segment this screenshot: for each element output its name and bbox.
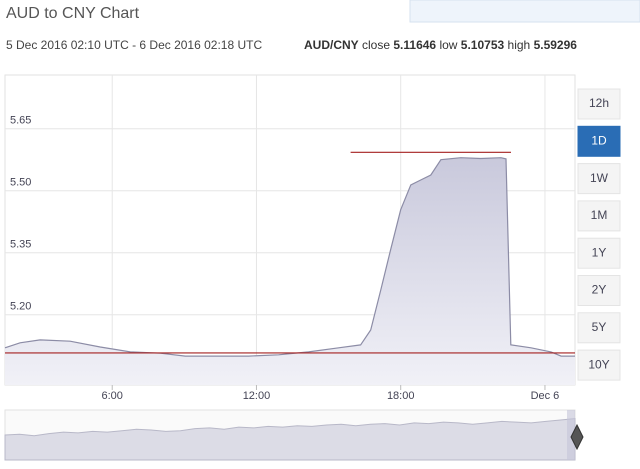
y-tick-label: 5.50 [10,177,31,189]
x-tick-label: 6:00 [102,390,123,402]
stats: AUD/CNY close 5.11646 low 5.10753 high 5… [304,38,577,52]
y-tick-label: 5.20 [10,301,31,313]
area [5,157,575,385]
high-value: 5.59296 [534,38,578,52]
range-button[interactable] [577,349,621,381]
top-banner [409,0,640,23]
high-label: high [508,38,531,52]
range-button[interactable] [577,163,621,195]
range-button-label[interactable]: 2Y [592,283,607,297]
range-button[interactable] [577,125,621,157]
range-button-label[interactable]: 1M [591,208,608,222]
y-tick-label: 5.35 [10,239,31,251]
range-button-label[interactable]: 1Y [592,245,607,259]
low-value: 5.10753 [461,38,505,52]
y-tick-label: 5.65 [10,115,31,127]
range-button[interactable] [577,200,621,232]
range-button-label[interactable]: 10Y [588,357,609,371]
range-button-label[interactable]: 1D [591,133,607,147]
range-button-label[interactable]: 1W [590,171,609,185]
range-button[interactable] [577,237,621,269]
close-value: 5.11646 [393,38,436,52]
range-button[interactable] [577,88,621,120]
range-button-label[interactable]: 12h [589,96,609,110]
range-button[interactable] [577,312,621,344]
x-tick-label: 12:00 [243,390,271,402]
x-tick-label: Dec 6 [531,390,560,402]
pair: AUD/CNY [304,38,359,52]
low-label: low [439,38,457,52]
navigator-area [4,418,576,461]
range-button-label[interactable]: 5Y [592,320,607,334]
chart-title: AUD to CNY Chart [6,5,140,22]
range-button[interactable] [577,275,621,306]
navigator-selection [567,410,575,460]
navigator-handle[interactable] [570,423,584,451]
close-label: close [362,38,390,52]
x-tick-label: 18:00 [387,390,415,402]
subtitle: 5 Dec 2016 02:10 UTC - 6 Dec 2016 02:18 … [6,38,262,52]
line [4,157,575,357]
